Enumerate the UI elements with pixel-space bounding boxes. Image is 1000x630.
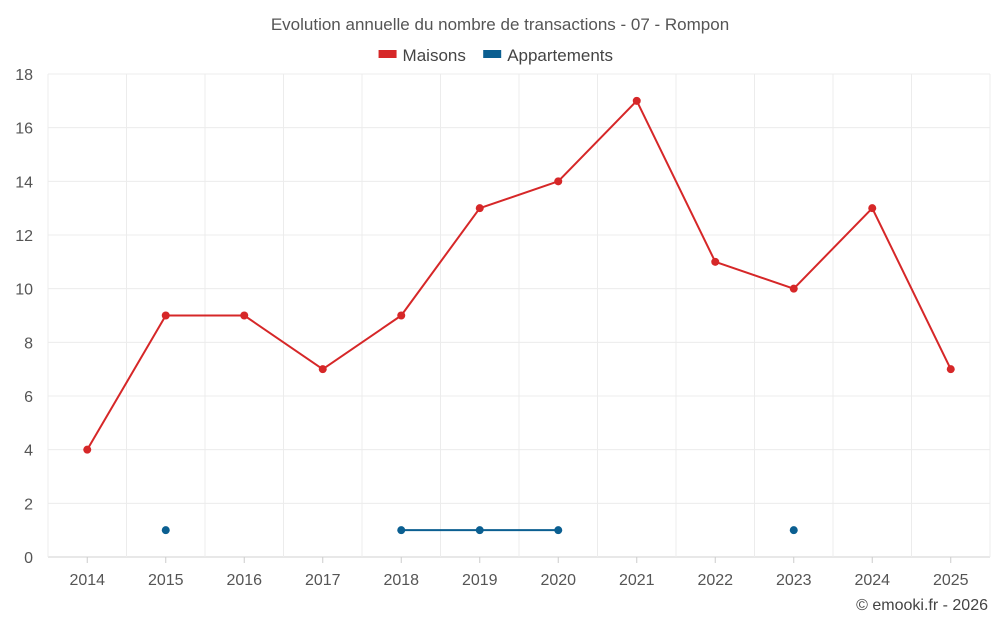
y-tick-label: 14 [15, 174, 33, 191]
data-point[interactable] [161, 526, 170, 535]
x-tick-label: 2020 [540, 572, 576, 589]
series-maisons [83, 96, 955, 454]
data-point[interactable] [475, 204, 484, 213]
data-point[interactable] [83, 445, 92, 454]
x-tick-label: 2015 [148, 572, 184, 589]
x-tick-label: 2021 [619, 572, 655, 589]
x-tick-label: 2018 [383, 572, 419, 589]
chart-title: Evolution annuelle du nombre de transact… [271, 15, 729, 34]
data-point[interactable] [240, 311, 249, 320]
data-point[interactable] [632, 96, 641, 105]
x-tick-label: 2017 [305, 572, 341, 589]
x-tick-label: 2016 [226, 572, 262, 589]
series-appartements [161, 526, 798, 535]
legend-item-appartements[interactable]: Appartements [483, 46, 613, 65]
y-tick-label: 12 [15, 228, 33, 245]
data-point[interactable] [554, 177, 563, 186]
data-point[interactable] [789, 526, 798, 535]
data-point[interactable] [397, 526, 406, 535]
legend-label: Maisons [403, 46, 466, 65]
data-point[interactable] [554, 526, 563, 535]
data-point[interactable] [318, 365, 327, 374]
x-tick-label: 2023 [776, 572, 812, 589]
y-tick-label: 4 [24, 443, 33, 460]
y-tick-label: 16 [15, 121, 33, 138]
y-tick-label: 6 [24, 389, 33, 406]
x-tick-label: 2022 [697, 572, 733, 589]
legend-label: Appartements [507, 46, 613, 65]
credit-text: © emooki.fr - 2026 [856, 597, 988, 614]
y-tick-label: 2 [24, 496, 33, 513]
data-point[interactable] [868, 204, 877, 213]
x-tick-label: 2014 [69, 572, 105, 589]
y-tick-label: 18 [15, 67, 33, 84]
data-point[interactable] [475, 526, 484, 535]
x-tick-label: 2025 [933, 572, 969, 589]
x-tick-label: 2024 [854, 572, 890, 589]
series-layer [83, 96, 955, 535]
y-tick-label: 8 [24, 335, 33, 352]
data-point[interactable] [946, 365, 955, 374]
data-point[interactable] [161, 311, 170, 320]
legend: Maisons Appartements [378, 46, 613, 65]
series-line [86, 99, 952, 451]
axes: 0 2 4 6 8 10 12 14 16 18 2014 2015 2016 2017 2018 2019 2… [15, 67, 968, 589]
legend-item-maisons[interactable]: Maisons [378, 46, 466, 65]
legend-swatch [378, 50, 397, 58]
data-point[interactable] [789, 284, 798, 293]
legend-swatch [483, 50, 502, 58]
data-point[interactable] [711, 257, 720, 266]
data-point[interactable] [397, 311, 406, 320]
y-tick-label: 10 [15, 282, 33, 299]
x-tick-label: 2019 [462, 572, 498, 589]
y-tick-label: 0 [24, 550, 33, 567]
